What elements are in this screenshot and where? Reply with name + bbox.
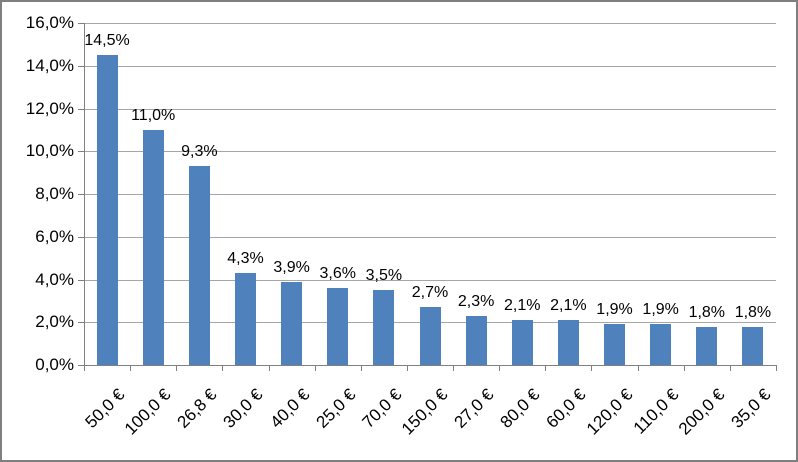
y-axis-tick bbox=[78, 365, 84, 366]
bar bbox=[604, 324, 626, 365]
x-axis-tick bbox=[637, 365, 639, 371]
x-axis-tick bbox=[683, 365, 685, 371]
y-axis-tick bbox=[78, 151, 84, 153]
bar bbox=[511, 320, 533, 365]
bar-data-label: 3,5% bbox=[365, 267, 403, 285]
gridline bbox=[84, 23, 776, 24]
x-axis-tick bbox=[268, 365, 270, 371]
gridline bbox=[84, 236, 776, 238]
x-axis-tick bbox=[130, 365, 132, 371]
bar-data-label: 1,8% bbox=[734, 303, 772, 321]
y-axis-tick-label: 8,0% bbox=[35, 184, 74, 203]
y-axis-tick-label: 16,0% bbox=[25, 13, 74, 32]
y-axis-tick-label: 6,0% bbox=[35, 226, 74, 246]
y-axis-tick-label: 10,0% bbox=[25, 141, 74, 161]
y-axis-tick-label: 12,0% bbox=[25, 98, 74, 118]
bar bbox=[96, 55, 118, 365]
x-axis-tick bbox=[545, 365, 547, 371]
y-axis-tick bbox=[78, 65, 84, 67]
gridline bbox=[84, 194, 776, 195]
bar bbox=[650, 324, 672, 365]
y-axis-tick bbox=[78, 236, 84, 238]
x-axis-tick bbox=[222, 365, 224, 371]
bar bbox=[742, 326, 764, 365]
x-axis-tick bbox=[406, 365, 408, 371]
y-axis-tick-label: 2,0% bbox=[35, 312, 74, 332]
x-axis-tick bbox=[314, 365, 316, 371]
gridline bbox=[84, 65, 776, 67]
bar-data-label: 9,3% bbox=[181, 143, 218, 161]
gridline bbox=[84, 151, 776, 153]
bar-data-label: 2,7% bbox=[411, 284, 449, 302]
x-axis-tick bbox=[591, 365, 593, 371]
bar bbox=[373, 290, 395, 365]
bar-data-label: 2,3% bbox=[457, 292, 495, 310]
gridline bbox=[84, 108, 776, 110]
bar bbox=[234, 273, 256, 365]
x-axis-tick bbox=[453, 365, 455, 371]
x-axis-tick bbox=[499, 365, 501, 371]
bar bbox=[142, 129, 164, 365]
bar bbox=[281, 281, 303, 365]
x-axis-tick bbox=[729, 365, 731, 371]
bar-data-label: 14,5% bbox=[84, 32, 130, 50]
bar-data-label: 2,1% bbox=[504, 297, 541, 315]
y-axis-line bbox=[84, 23, 85, 365]
bar bbox=[696, 326, 718, 365]
bar bbox=[465, 315, 487, 365]
bar-data-label: 4,3% bbox=[227, 250, 264, 268]
x-axis-tick bbox=[776, 365, 777, 371]
x-axis-tick bbox=[176, 365, 178, 371]
x-axis-tick bbox=[360, 365, 362, 371]
bar-data-label: 1,9% bbox=[596, 301, 633, 319]
y-axis-tick-label: 0,0% bbox=[35, 355, 74, 374]
bar bbox=[188, 166, 210, 365]
bar-data-label: 2,1% bbox=[550, 297, 587, 315]
bar bbox=[419, 307, 441, 365]
bar bbox=[327, 288, 349, 365]
y-axis-tick bbox=[78, 23, 84, 24]
y-axis-tick bbox=[78, 194, 84, 195]
x-axis-line bbox=[84, 365, 777, 366]
bar-data-label: 1,8% bbox=[688, 303, 726, 321]
y-axis-tick bbox=[78, 322, 84, 324]
x-axis-tick bbox=[84, 365, 85, 371]
y-axis-tick bbox=[78, 279, 84, 281]
bar-data-label: 3,6% bbox=[319, 265, 356, 283]
bar-data-label: 3,9% bbox=[273, 258, 310, 276]
bar-data-label: 11,0% bbox=[131, 106, 176, 124]
y-axis-tick-label: 4,0% bbox=[35, 269, 74, 289]
gridline bbox=[84, 279, 776, 281]
bar bbox=[557, 320, 579, 365]
bar-data-label: 1,9% bbox=[642, 301, 679, 319]
y-axis-tick bbox=[78, 108, 84, 110]
y-axis-tick-label: 14,0% bbox=[25, 55, 74, 75]
